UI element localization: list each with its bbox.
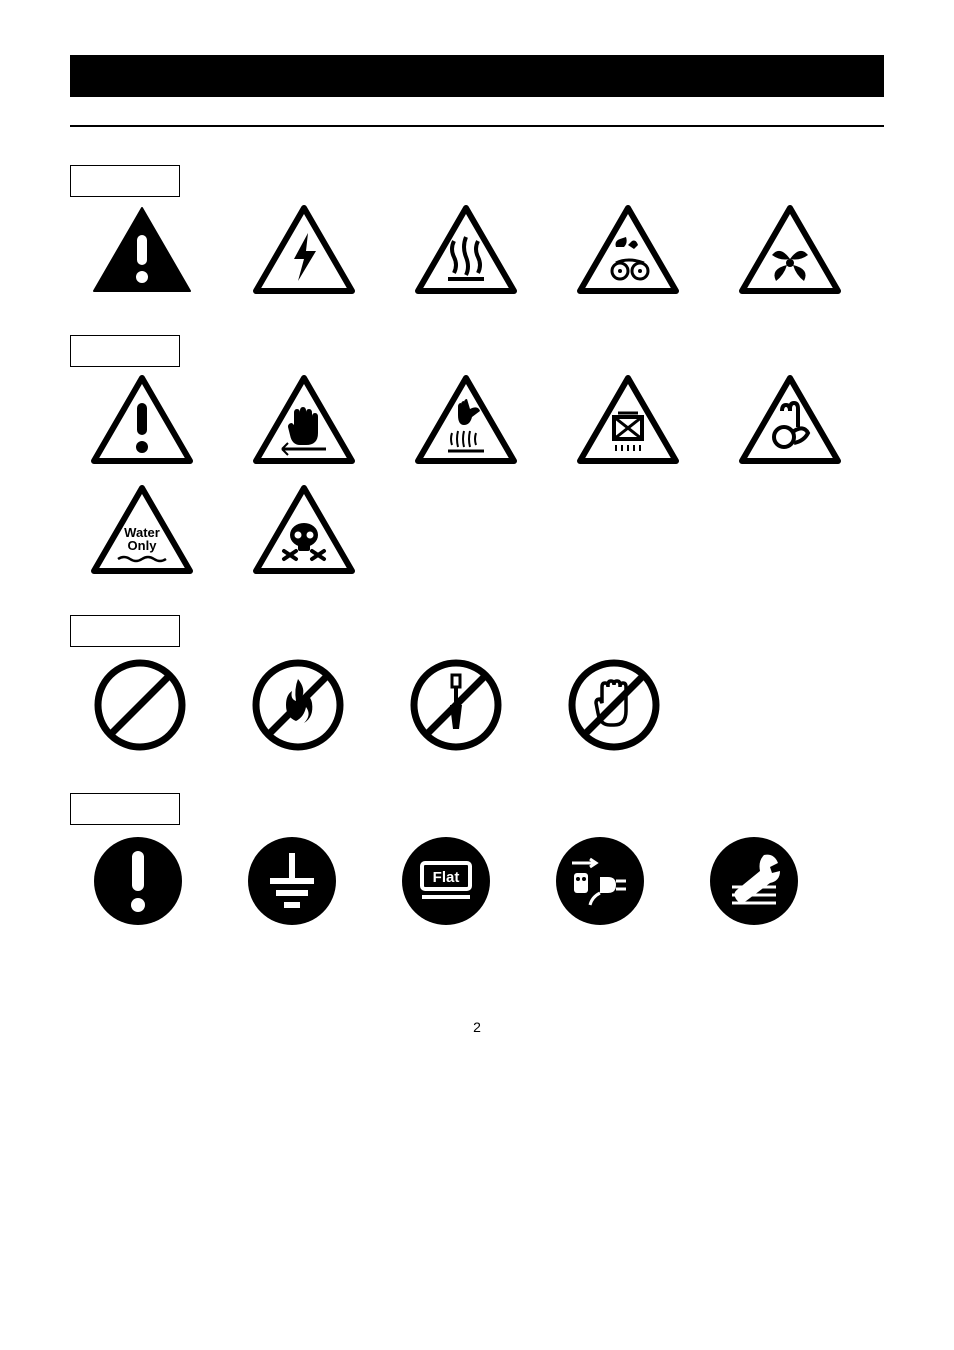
electric-shock-icon	[252, 205, 356, 297]
section-caution: Water Only	[70, 335, 884, 577]
pinch-hand-icon	[252, 375, 356, 467]
general-danger-filled-icon	[90, 205, 194, 297]
section-prohibition	[70, 615, 884, 755]
water-only-label2: Only	[128, 538, 158, 553]
no-disassembly-icon	[406, 655, 506, 755]
moving-parts-icon	[576, 205, 680, 297]
regular-maintenance-icon	[706, 833, 802, 929]
ground-connection-icon	[244, 833, 340, 929]
burn-steam-icon	[414, 375, 518, 467]
rotating-parts-icon	[738, 205, 842, 297]
section-warning	[70, 165, 884, 297]
icon-row	[70, 655, 884, 755]
icon-row: Water Only	[70, 485, 884, 577]
do-not-touch-icon	[564, 655, 664, 755]
toxic-skull-icon	[252, 485, 356, 577]
section-label-box	[70, 335, 180, 367]
general-mandatory-icon	[90, 833, 186, 929]
general-caution-icon	[90, 375, 194, 467]
icon-row: Flat	[70, 833, 884, 929]
icon-row	[70, 205, 884, 297]
water-only-icon: Water Only	[90, 485, 194, 577]
hot-surface-icon	[414, 205, 518, 297]
flat-label: Flat	[433, 869, 460, 886]
section-mandatory: Flat	[70, 793, 884, 929]
section-label-box	[70, 793, 180, 825]
pinch-point-icon	[738, 375, 842, 467]
page-number: 2	[70, 1019, 884, 1035]
title-bar	[70, 55, 884, 97]
general-prohibition-icon	[90, 655, 190, 755]
section-label-box	[70, 165, 180, 197]
section-label-box	[70, 615, 180, 647]
horizontal-rule	[70, 125, 884, 127]
unplug-icon	[552, 833, 648, 929]
flat-surface-icon: Flat	[398, 833, 494, 929]
no-open-flame-icon	[248, 655, 348, 755]
hot-container-icon	[576, 375, 680, 467]
icon-row	[70, 375, 884, 467]
